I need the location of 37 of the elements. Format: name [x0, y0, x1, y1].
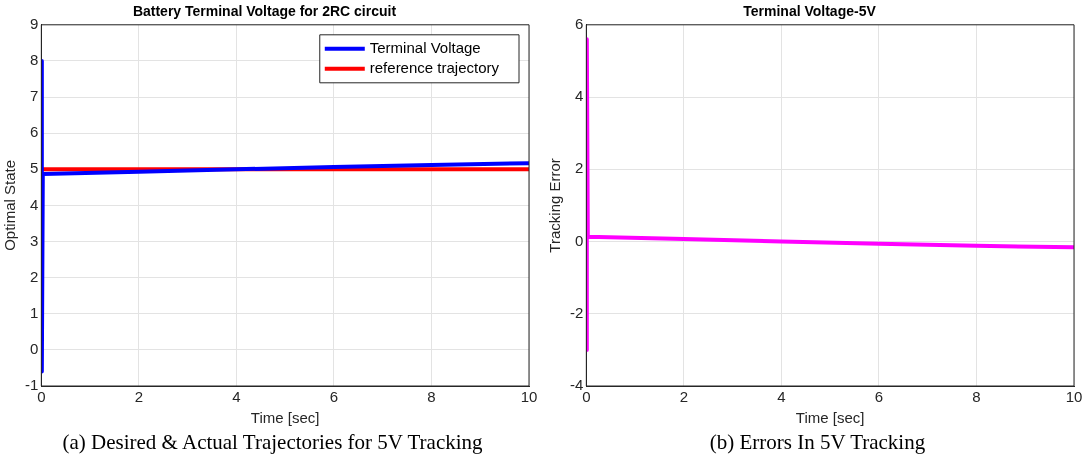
y-tick-label: 0 [574, 231, 584, 249]
x-tick-label: 2 [134, 388, 144, 406]
y-tick-label: -4 [569, 376, 584, 394]
x-tick-label: 6 [329, 388, 339, 406]
y-tick-label: 8 [29, 51, 39, 69]
legend-label: reference trajectory [369, 58, 500, 76]
y-tick-label: 7 [29, 87, 39, 105]
y-tick-label: 2 [29, 267, 39, 285]
x-tick-label: 2 [679, 388, 689, 406]
text: (b) Errors In 5V Tracking [708, 430, 927, 455]
legend-label: Terminal Voltage [369, 38, 481, 56]
y-tick-label: 9 [29, 14, 39, 32]
x-axis-title: Time [sec] [795, 409, 865, 427]
chart-title: Battery Terminal Voltage for 2RC circuit [132, 3, 397, 20]
y-tick-label: 6 [574, 14, 584, 32]
y-axis-title: Tracking Error [546, 158, 564, 253]
y-tick-label: 2 [574, 159, 584, 177]
x-tick-label: 8 [972, 388, 981, 406]
x-tick-label: 10 [520, 388, 538, 406]
y-axis-title: Optimal State [1, 159, 19, 251]
y-tick-label: 4 [29, 195, 39, 213]
text: (a) Desired & Actual Trajectories for 5V Tracking [61, 430, 484, 455]
x-tick-label: 10 [1065, 388, 1083, 406]
y-tick-label: -2 [569, 303, 584, 321]
y-tick-label: 4 [574, 87, 584, 105]
x-tick-label: 6 [874, 388, 884, 406]
y-tick-label: 3 [29, 231, 39, 249]
x-tick-label: 8 [427, 388, 436, 406]
x-axis-title: Time [sec] [250, 409, 320, 427]
y-tick-label: 0 [29, 340, 39, 358]
x-tick-label: 4 [232, 388, 241, 406]
y-tick-label: -1 [24, 376, 39, 394]
y-tick-label: 5 [29, 159, 39, 177]
y-tick-label: 6 [29, 123, 39, 141]
x-tick-label: 4 [777, 388, 786, 406]
chart-title: Terminal Voltage-5V [743, 3, 877, 20]
y-tick-label: 1 [29, 303, 39, 321]
